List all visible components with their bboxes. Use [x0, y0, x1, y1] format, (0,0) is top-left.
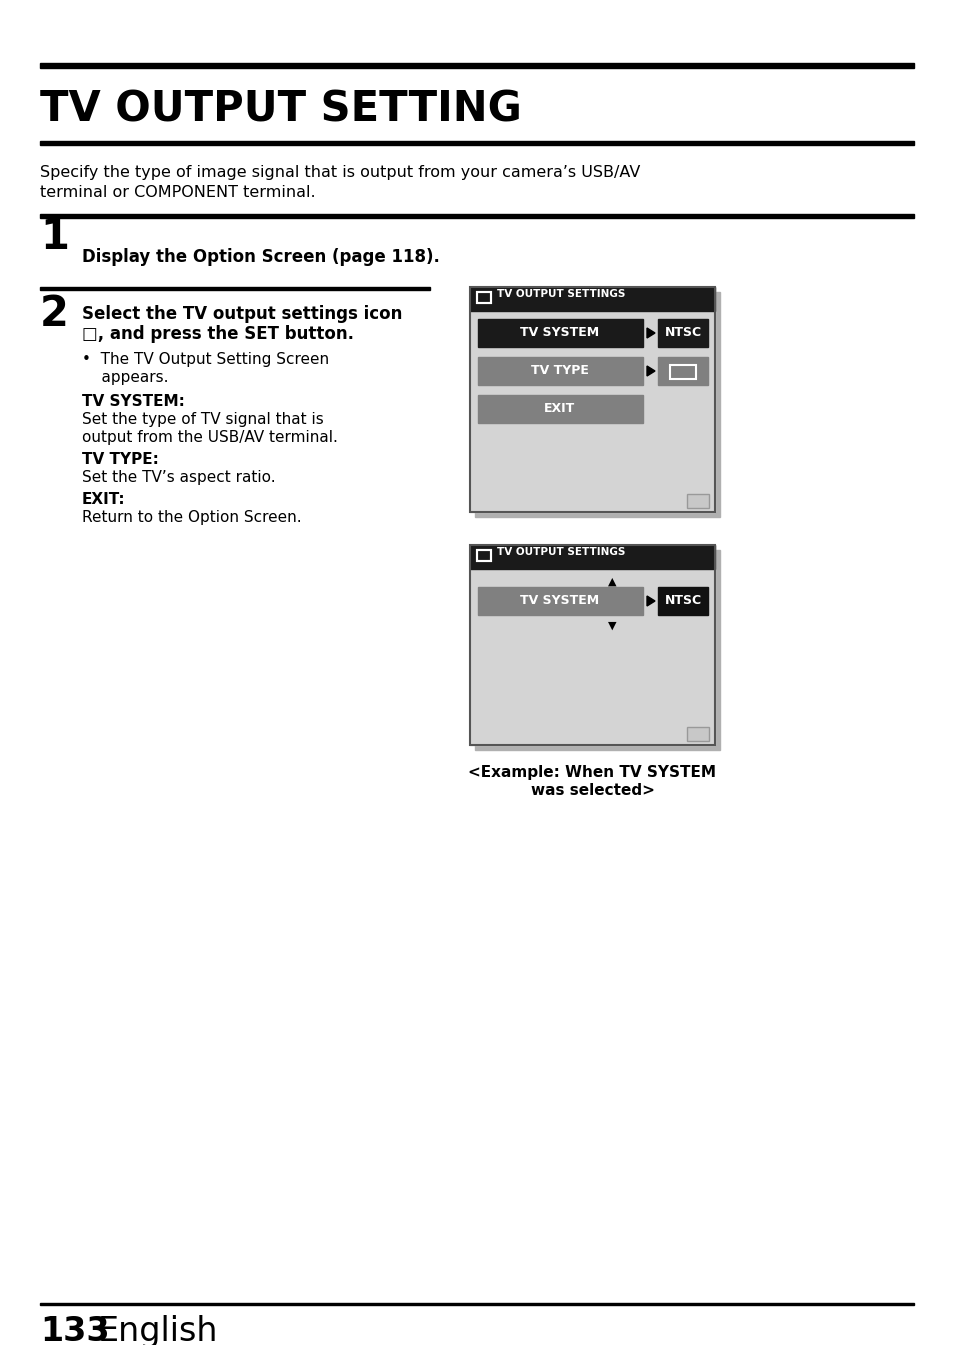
- Bar: [470, 286, 714, 311]
- Bar: [686, 494, 708, 508]
- Text: 2: 2: [40, 293, 69, 335]
- Polygon shape: [646, 596, 655, 607]
- Text: TV SYSTEM: TV SYSTEM: [520, 327, 598, 339]
- Bar: [470, 545, 714, 745]
- Text: TV OUTPUT SETTING: TV OUTPUT SETTING: [40, 87, 521, 130]
- Text: NTSC: NTSC: [663, 327, 700, 339]
- Text: EXIT: EXIT: [544, 402, 575, 416]
- Text: 1: 1: [40, 217, 69, 258]
- Bar: [475, 550, 720, 751]
- Text: was selected>: was selected>: [530, 783, 654, 798]
- Polygon shape: [646, 328, 655, 338]
- Text: 133: 133: [40, 1315, 110, 1345]
- Text: •  The TV Output Setting Screen: • The TV Output Setting Screen: [82, 352, 329, 367]
- Text: TV SYSTEM: TV SYSTEM: [520, 594, 598, 608]
- Bar: [476, 292, 491, 303]
- Bar: [470, 545, 714, 745]
- Text: appears.: appears.: [82, 370, 169, 385]
- Bar: [475, 292, 720, 516]
- Text: Return to the Option Screen.: Return to the Option Screen.: [82, 510, 301, 525]
- Bar: [476, 550, 491, 561]
- Text: TV SYSTEM:: TV SYSTEM:: [82, 394, 185, 409]
- Text: Select the TV output settings icon: Select the TV output settings icon: [82, 305, 402, 323]
- Bar: [40, 63, 913, 69]
- Text: TV OUTPUT SETTINGS: TV OUTPUT SETTINGS: [497, 289, 625, 299]
- Bar: [658, 586, 707, 615]
- Bar: [658, 356, 707, 385]
- Text: Specify the type of image signal that is output from your camera’s USB/AV: Specify the type of image signal that is…: [40, 165, 639, 180]
- Bar: [476, 292, 491, 303]
- Text: Set the TV’s aspect ratio.: Set the TV’s aspect ratio.: [82, 469, 275, 486]
- Bar: [470, 286, 714, 512]
- Text: TV OUTPUT SETTINGS: TV OUTPUT SETTINGS: [497, 547, 625, 557]
- Polygon shape: [646, 366, 655, 377]
- Bar: [470, 286, 714, 512]
- Bar: [477, 395, 642, 422]
- Text: Display the Option Screen (page 118).: Display the Option Screen (page 118).: [82, 247, 439, 266]
- Text: ▼: ▼: [608, 621, 616, 631]
- Bar: [686, 728, 708, 741]
- Bar: [477, 356, 642, 385]
- Text: terminal or COMPONENT terminal.: terminal or COMPONENT terminal.: [40, 186, 315, 200]
- Text: ▲: ▲: [608, 577, 616, 586]
- Bar: [470, 545, 714, 569]
- Text: NTSC: NTSC: [663, 594, 700, 608]
- Text: <Example: When TV SYSTEM: <Example: When TV SYSTEM: [468, 765, 716, 780]
- Text: output from the USB/AV terminal.: output from the USB/AV terminal.: [82, 430, 337, 445]
- Text: English: English: [98, 1315, 218, 1345]
- Text: EXIT:: EXIT:: [82, 492, 126, 507]
- Bar: [477, 586, 642, 615]
- Text: □, and press the SET button.: □, and press the SET button.: [82, 325, 354, 343]
- Text: TV TYPE:: TV TYPE:: [82, 452, 159, 467]
- Bar: [669, 364, 696, 379]
- Bar: [477, 319, 642, 347]
- Bar: [658, 319, 707, 347]
- Bar: [40, 141, 913, 145]
- Bar: [476, 550, 491, 561]
- Text: Set the type of TV signal that is: Set the type of TV signal that is: [82, 412, 323, 426]
- Bar: [40, 286, 430, 291]
- Bar: [40, 214, 913, 218]
- Bar: [40, 1303, 913, 1305]
- Bar: [478, 295, 489, 301]
- Text: TV TYPE: TV TYPE: [531, 364, 588, 378]
